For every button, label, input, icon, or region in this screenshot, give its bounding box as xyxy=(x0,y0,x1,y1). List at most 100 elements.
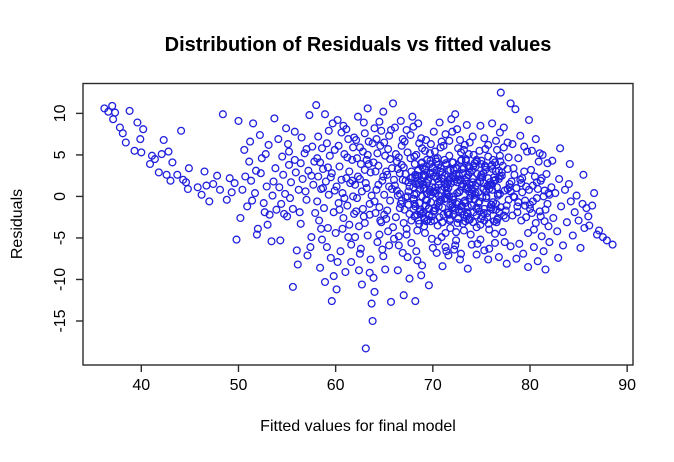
y-axis-label: Residuals xyxy=(9,189,26,259)
data-point xyxy=(412,247,421,256)
data-point xyxy=(370,124,379,133)
data-point xyxy=(438,203,447,212)
data-point xyxy=(259,199,268,208)
data-point xyxy=(375,117,384,126)
data-point xyxy=(354,222,364,231)
data-point xyxy=(368,139,377,148)
data-point xyxy=(409,122,418,131)
data-point xyxy=(418,163,427,172)
data-point xyxy=(445,151,454,160)
data-point xyxy=(590,189,599,198)
data-point xyxy=(304,166,313,175)
data-point xyxy=(412,150,421,159)
data-point xyxy=(349,143,358,152)
data-point xyxy=(379,252,388,261)
data-point xyxy=(133,118,142,127)
data-point xyxy=(467,240,476,249)
data-point xyxy=(402,125,411,135)
data-point xyxy=(332,285,341,294)
data-point xyxy=(444,251,453,260)
data-point xyxy=(393,191,402,200)
data-point xyxy=(262,182,271,191)
data-point xyxy=(366,168,375,177)
data-point xyxy=(514,198,523,207)
data-point xyxy=(441,243,450,252)
data-point xyxy=(394,232,403,241)
data-point xyxy=(245,157,254,166)
data-point xyxy=(493,213,502,223)
data-point xyxy=(416,205,425,214)
data-point xyxy=(465,164,474,173)
data-point xyxy=(408,112,417,121)
data-point xyxy=(351,233,360,242)
data-point xyxy=(537,232,546,241)
data-point xyxy=(518,174,527,183)
data-point xyxy=(496,88,505,97)
data-point xyxy=(343,201,352,210)
data-point xyxy=(322,243,331,252)
data-point xyxy=(109,115,118,124)
data-point xyxy=(444,166,453,175)
data-point xyxy=(467,201,476,210)
data-point xyxy=(330,186,339,195)
data-point xyxy=(108,101,117,110)
data-point xyxy=(364,159,373,169)
data-point xyxy=(398,135,407,144)
data-point xyxy=(405,274,414,283)
data-point xyxy=(488,119,497,128)
data-point xyxy=(398,248,407,257)
data-point xyxy=(365,268,374,277)
data-point xyxy=(476,121,485,130)
data-point xyxy=(476,214,485,223)
data-point xyxy=(334,199,343,208)
data-point xyxy=(336,247,345,256)
data-point xyxy=(139,125,148,134)
data-point xyxy=(418,192,427,201)
data-point xyxy=(313,197,322,206)
data-point xyxy=(445,216,454,225)
data-point xyxy=(292,246,301,255)
data-point xyxy=(462,120,471,130)
data-point xyxy=(407,238,416,247)
data-point xyxy=(429,127,438,136)
data-point xyxy=(484,255,493,264)
data-point xyxy=(277,199,286,208)
data-point xyxy=(526,165,536,174)
data-point xyxy=(215,185,225,194)
data-point xyxy=(282,124,291,133)
x-tick-label: 50 xyxy=(230,377,248,394)
data-point xyxy=(424,281,433,290)
x-tick-label: 40 xyxy=(132,377,150,394)
data-point xyxy=(515,239,524,248)
data-point xyxy=(283,140,293,149)
data-point xyxy=(385,241,394,250)
data-point xyxy=(345,167,354,176)
data-point xyxy=(330,145,339,154)
data-point xyxy=(468,132,477,141)
data-point xyxy=(466,230,475,239)
data-point xyxy=(252,230,261,239)
data-point xyxy=(527,146,536,155)
data-point xyxy=(522,182,531,191)
data-point xyxy=(278,152,287,161)
data-point xyxy=(317,144,327,153)
data-point xyxy=(524,115,534,125)
data-point xyxy=(387,164,397,173)
data-point xyxy=(261,150,270,159)
data-point xyxy=(521,201,530,210)
data-point xyxy=(370,287,379,296)
data-point xyxy=(251,166,261,175)
data-point xyxy=(309,180,318,189)
data-point xyxy=(353,172,363,181)
data-point xyxy=(506,99,515,108)
data-point xyxy=(608,240,617,249)
data-point xyxy=(588,201,597,210)
data-point xyxy=(529,225,538,234)
data-point xyxy=(572,191,581,200)
data-point xyxy=(381,151,390,160)
data-point xyxy=(253,224,262,233)
data-point xyxy=(311,208,320,218)
data-point xyxy=(209,179,218,189)
data-point xyxy=(334,141,343,150)
